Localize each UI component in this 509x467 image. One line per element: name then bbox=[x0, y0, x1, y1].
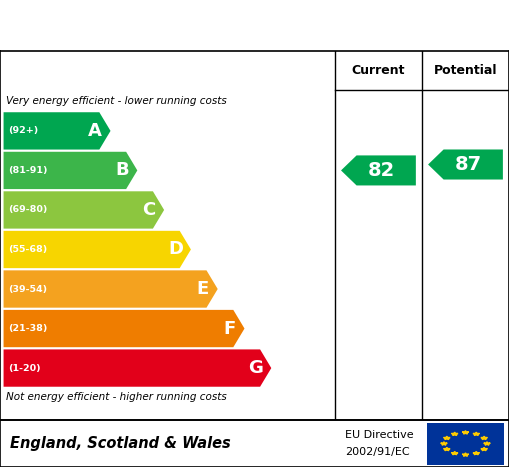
Polygon shape bbox=[4, 191, 164, 229]
Text: F: F bbox=[223, 319, 235, 338]
Polygon shape bbox=[473, 432, 479, 435]
Polygon shape bbox=[4, 152, 137, 189]
Polygon shape bbox=[4, 112, 110, 149]
Text: G: G bbox=[248, 359, 264, 377]
Text: (55-68): (55-68) bbox=[8, 245, 47, 254]
Polygon shape bbox=[341, 156, 416, 185]
Text: (1-20): (1-20) bbox=[8, 364, 40, 373]
Text: 82: 82 bbox=[368, 161, 395, 180]
Text: (21-38): (21-38) bbox=[8, 324, 47, 333]
Text: EU Directive: EU Directive bbox=[345, 430, 414, 440]
Text: D: D bbox=[168, 241, 183, 259]
Text: (39-54): (39-54) bbox=[8, 284, 47, 294]
Text: Not energy efficient - higher running costs: Not energy efficient - higher running co… bbox=[6, 392, 227, 402]
Text: C: C bbox=[142, 201, 155, 219]
Text: Energy Efficiency Rating: Energy Efficiency Rating bbox=[15, 16, 322, 35]
Text: (92+): (92+) bbox=[8, 127, 38, 135]
Text: Very energy efficient - lower running costs: Very energy efficient - lower running co… bbox=[6, 96, 227, 106]
Text: (81-91): (81-91) bbox=[8, 166, 47, 175]
Polygon shape bbox=[4, 310, 244, 347]
Text: England, Scotland & Wales: England, Scotland & Wales bbox=[10, 436, 231, 451]
Polygon shape bbox=[4, 349, 271, 387]
Polygon shape bbox=[473, 452, 479, 455]
FancyBboxPatch shape bbox=[427, 423, 504, 465]
Polygon shape bbox=[443, 436, 450, 439]
Text: Potential: Potential bbox=[434, 64, 497, 77]
Polygon shape bbox=[443, 447, 450, 451]
Text: A: A bbox=[89, 122, 102, 140]
Polygon shape bbox=[4, 270, 218, 308]
Polygon shape bbox=[462, 431, 469, 434]
Polygon shape bbox=[451, 452, 458, 455]
Text: Current: Current bbox=[352, 64, 405, 77]
Polygon shape bbox=[481, 447, 488, 451]
Polygon shape bbox=[441, 442, 447, 445]
Polygon shape bbox=[481, 436, 488, 439]
Text: 87: 87 bbox=[455, 155, 482, 174]
Text: 2002/91/EC: 2002/91/EC bbox=[345, 447, 410, 457]
Text: B: B bbox=[115, 162, 129, 179]
Polygon shape bbox=[4, 231, 191, 268]
Polygon shape bbox=[484, 442, 490, 445]
Text: E: E bbox=[196, 280, 209, 298]
Text: (69-80): (69-80) bbox=[8, 205, 47, 214]
Polygon shape bbox=[428, 149, 503, 179]
Polygon shape bbox=[451, 432, 458, 435]
Polygon shape bbox=[462, 453, 469, 456]
